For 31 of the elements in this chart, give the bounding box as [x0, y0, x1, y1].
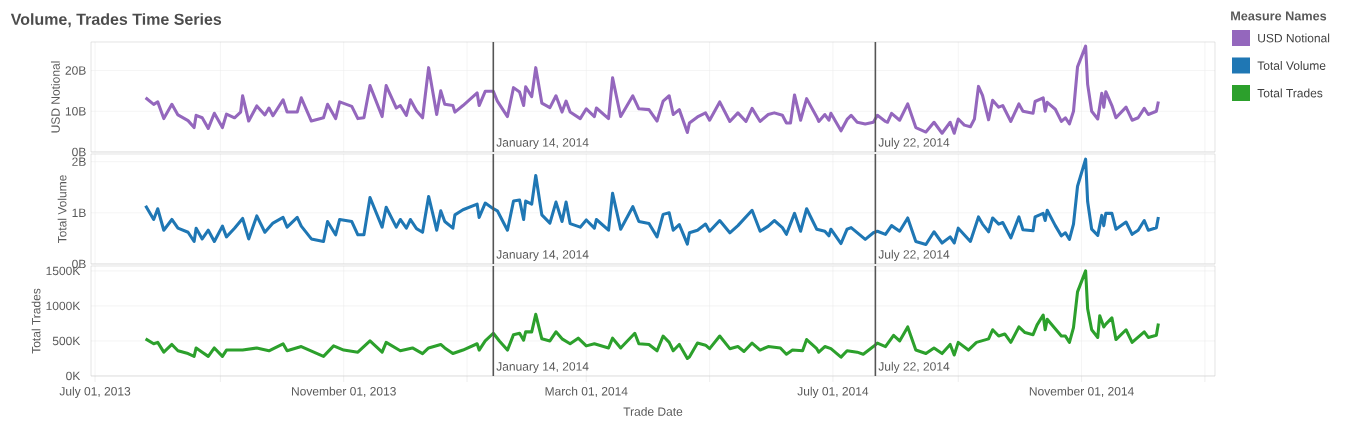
y-tick-label: 1000K	[46, 301, 81, 311]
y-tick-label: 0K	[66, 371, 81, 381]
x-tick-label: November 01, 2013	[292, 386, 396, 397]
x-tick-label: July 01, 2014	[797, 386, 869, 398]
ref-line-label: January 14, 2014	[496, 362, 589, 374]
y-tick-label: 0B	[72, 147, 86, 157]
x-tick-label: March 01, 2014	[545, 386, 628, 397]
y-tick-label: 1B	[72, 208, 86, 217]
ref-line-label: January 14, 2014	[496, 138, 589, 150]
ref-line-label: January 14, 2014	[496, 250, 589, 262]
line-series	[144, 157, 1160, 247]
y-tick-label: 10B	[65, 107, 86, 116]
y-tick-label: 500K	[52, 336, 81, 346]
line-series	[144, 44, 1160, 135]
line-series	[144, 269, 1160, 361]
chart-title: Volume, Trades Time Series	[10, 13, 222, 28]
y-axis-title: Total Trades	[31, 288, 41, 354]
legend-title: Measure Names	[1231, 11, 1327, 21]
x-tick-label: July 01, 2013	[59, 386, 131, 398]
ref-line-label: July 22, 2014	[878, 249, 950, 262]
ref-line-label: July 22, 2014	[878, 137, 950, 150]
x-axis-title: Trade Date	[623, 407, 683, 416]
ref-line-label: July 22, 2014	[878, 361, 950, 374]
y-tick-label: 20B	[65, 66, 86, 75]
y-tick-label: 2B	[72, 157, 86, 166]
legend-label: Total Volume	[1257, 61, 1326, 70]
y-axis-title: Total Volume	[57, 175, 67, 244]
legend-label: Total Trades	[1257, 88, 1323, 98]
legend-label: USD Notional	[1258, 33, 1330, 43]
x-tick-label: November 01, 2014	[1029, 386, 1134, 397]
y-axis-title: USD Notional	[50, 61, 60, 133]
